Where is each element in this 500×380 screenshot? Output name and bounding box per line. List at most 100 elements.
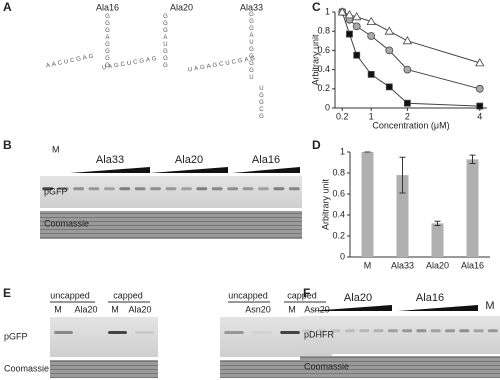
lane-label: Ala20 [74, 304, 97, 314]
marker [367, 32, 376, 40]
panel-label: C [312, 0, 321, 14]
gel-background [50, 317, 158, 357]
series-line [342, 11, 480, 64]
y-tick-label: 0.2 [332, 230, 345, 240]
rna-sequence: GGGAUGGG [162, 14, 168, 70]
coomassie-stain [40, 211, 302, 239]
series-line [341, 11, 480, 90]
panel-label: D [312, 138, 321, 152]
column-header: capped [113, 290, 143, 300]
marker [385, 83, 393, 91]
lane-marker: M [485, 300, 494, 312]
lane-label: Asn20 [245, 304, 271, 314]
gel-band [487, 329, 498, 333]
gel-band [430, 329, 441, 333]
y-tick-label: 0 [325, 102, 330, 112]
marker [352, 22, 361, 31]
x-tick-label: M [364, 260, 372, 270]
y-axis-title: Arbitrary unit [320, 179, 330, 231]
error-bar [399, 156, 406, 194]
gel-band [211, 187, 223, 191]
gel-band [373, 329, 384, 333]
gel-band [330, 329, 341, 333]
gel-band [280, 331, 300, 334]
gel-band [224, 331, 244, 334]
rna-sequence: UGGCG [258, 86, 264, 121]
column-header: uncapped [50, 290, 90, 300]
gel-band [119, 187, 131, 191]
gel-band [134, 187, 146, 191]
marker [403, 99, 411, 107]
error-bar [469, 154, 476, 165]
x-tick-label: 0.2 [336, 111, 349, 121]
rna-sequence: GGGAUGGGGU [248, 12, 254, 82]
panel-label: F [303, 286, 310, 300]
coomassie-stain [50, 360, 158, 378]
row-label: pGFP [44, 186, 68, 196]
lane-label: M [288, 304, 296, 314]
rna-sequence: AACUCGAG [45, 53, 95, 69]
column-header: capped [287, 290, 317, 300]
gel-band [108, 331, 127, 334]
marker [384, 26, 394, 35]
gel-band [227, 187, 239, 191]
row-label: Coomassie [4, 363, 49, 373]
y-tick-label: 0 [340, 251, 345, 261]
gel-band [165, 187, 177, 191]
bar [431, 223, 444, 257]
y-tick-label: 0.6 [317, 45, 330, 55]
structure-name: Ala33 [240, 2, 263, 12]
y-tick-label: 1 [340, 146, 345, 156]
rna-sequence: UAGAGCUCGAG [188, 55, 258, 73]
gel-band [252, 331, 272, 334]
y-tick-label: 0.8 [332, 167, 345, 177]
structure-name: Ala20 [170, 2, 193, 12]
gel-band [73, 187, 84, 191]
concentration-wedge [70, 167, 150, 173]
lane-label: Asn20 [304, 304, 330, 314]
panel-label: B [3, 138, 12, 152]
gel-band [242, 187, 254, 191]
gel-band [416, 329, 427, 333]
series-line [341, 11, 480, 107]
gel-band [302, 329, 313, 333]
lane-marker: M [52, 144, 60, 154]
marker [402, 35, 413, 45]
y-tick-label: 0.2 [317, 83, 330, 93]
gel-band [473, 329, 484, 333]
y-tick-label: 0.6 [332, 188, 345, 198]
gel-band [402, 329, 413, 333]
x-axis-title: Concentration (μM) [372, 120, 449, 130]
marker [353, 51, 361, 59]
y-tick-label: 0.4 [317, 64, 330, 74]
lane-label: M [111, 304, 119, 314]
gel-band [459, 329, 470, 333]
marker [476, 102, 484, 110]
marker [337, 7, 347, 16]
group-label: Ala20 [344, 292, 372, 304]
gel-band [103, 187, 115, 191]
x-tick-label: Ala16 [461, 260, 484, 270]
x-tick-label: 4 [477, 111, 482, 121]
gel-band [150, 187, 161, 191]
rna-sequence: GGGAGGGG [104, 14, 110, 70]
x-tick-label: Ala33 [391, 260, 414, 270]
gel-band [387, 329, 398, 333]
gel-background [40, 176, 302, 208]
concentration-wedge [232, 167, 300, 173]
panel-label: E [3, 286, 11, 300]
y-tick-label: 1 [325, 6, 330, 16]
concentration-wedge [150, 167, 228, 173]
marker [385, 46, 394, 55]
concentration-wedge [310, 305, 392, 311]
group-label: Ala16 [252, 154, 280, 166]
row-label: pDHFR [304, 329, 335, 339]
marker [344, 10, 355, 19]
y-axis-title: Arbitrary unit [310, 34, 320, 86]
error-bar [434, 220, 441, 226]
gel-band [88, 187, 100, 191]
bar [466, 159, 479, 257]
marker [367, 71, 375, 78]
x-tick-label: Ala20 [426, 260, 449, 270]
